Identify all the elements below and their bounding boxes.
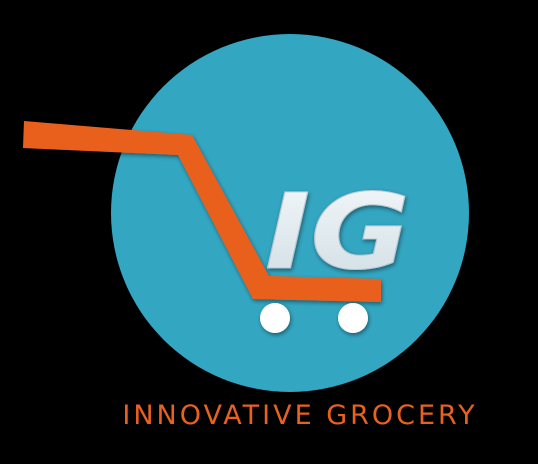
cart-wheel-right [338, 303, 368, 333]
shopping-cart-icon [23, 121, 381, 333]
logo-circle [111, 34, 469, 392]
cart-handle [23, 121, 381, 302]
cart-wheel-left [260, 303, 290, 333]
logo-monogram: IG [265, 171, 410, 293]
brand-name: INNOVATIVE GROCERY [122, 400, 478, 431]
